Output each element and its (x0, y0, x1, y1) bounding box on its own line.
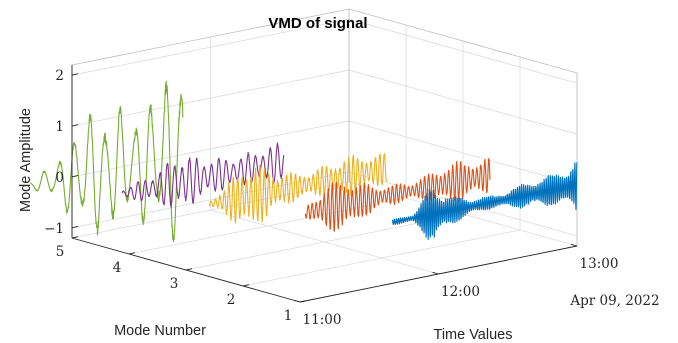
x-tick-label: 11:00 (303, 312, 342, 328)
y-tick-mark (71, 236, 79, 239)
mode-1-trace (391, 162, 578, 240)
floor-grid-line (128, 197, 407, 255)
y-tick-mark (185, 268, 193, 271)
z-tick-label: 2 (55, 68, 64, 84)
z-tick-mark (71, 124, 79, 127)
mode-4-trace (121, 142, 285, 208)
x-tick-mark (293, 299, 301, 303)
y-tick-mark (128, 252, 136, 255)
y-tick-label: 4 (113, 260, 122, 276)
z-tick-label: 0 (55, 170, 64, 186)
side-wall-grid-line (348, 171, 578, 237)
y-tick-label: 5 (56, 244, 65, 260)
mode-2-trace (304, 157, 491, 232)
y-tick-mark (242, 284, 250, 287)
floor-grid-line (185, 213, 464, 271)
box-edge (71, 8, 350, 66)
tick-labels: −1 0 1 2 1 2 3 4 5 11:00 12:00 13:00 (44, 68, 618, 328)
date-label: Apr 09, 2022 (569, 293, 659, 309)
side-wall-grid-line (348, 69, 578, 135)
back-wall-grid-line (71, 69, 350, 127)
x-axis-label: Time Values (434, 327, 513, 343)
grid-lines (71, 9, 578, 303)
z-tick-label: 1 (55, 119, 64, 135)
z-tick-mark (71, 175, 79, 178)
floor-grid-line (242, 229, 521, 287)
back-wall-grid-line (71, 171, 350, 229)
side-wall-grid-line (348, 120, 578, 186)
x-tick-mark (570, 243, 578, 247)
axis-lines (71, 65, 578, 303)
x-tick-label: 12:00 (441, 284, 480, 300)
mode-3-trace (208, 153, 388, 224)
y-tick-label: 3 (170, 276, 179, 292)
chart-title: VMD of signal (268, 15, 367, 32)
back-wall-grid-line (71, 18, 350, 76)
back-wall-grid-line (71, 120, 350, 178)
x-tick-label: 13:00 (580, 256, 619, 272)
z-tick-mark (71, 73, 79, 76)
box-edge (348, 8, 578, 74)
y-axis-label: Mode Number (114, 323, 206, 339)
z-tick-mark (71, 225, 79, 229)
axes-box (71, 8, 578, 246)
mode-5-trace (30, 80, 184, 243)
x-tick-mark (432, 271, 439, 275)
y-tick-label: 2 (227, 292, 236, 308)
y-tick-label: 1 (284, 308, 293, 324)
z-axis-label: Mode Amplitude (18, 108, 34, 212)
z-tick-label: −1 (44, 221, 64, 237)
side-wall-grid-line (348, 18, 578, 84)
mode-traces (30, 80, 578, 243)
